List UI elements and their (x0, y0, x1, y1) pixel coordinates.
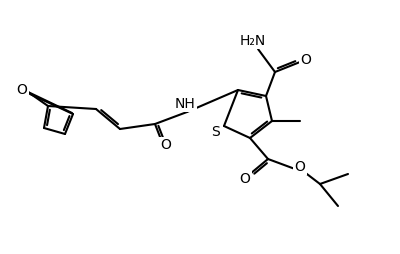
Text: O: O (294, 160, 306, 174)
Text: NH: NH (175, 97, 195, 111)
Text: O: O (16, 83, 28, 97)
Text: O: O (300, 53, 312, 67)
Text: O: O (160, 138, 172, 152)
Text: H₂N: H₂N (240, 34, 266, 48)
Text: S: S (212, 125, 220, 139)
Text: O: O (240, 172, 250, 186)
